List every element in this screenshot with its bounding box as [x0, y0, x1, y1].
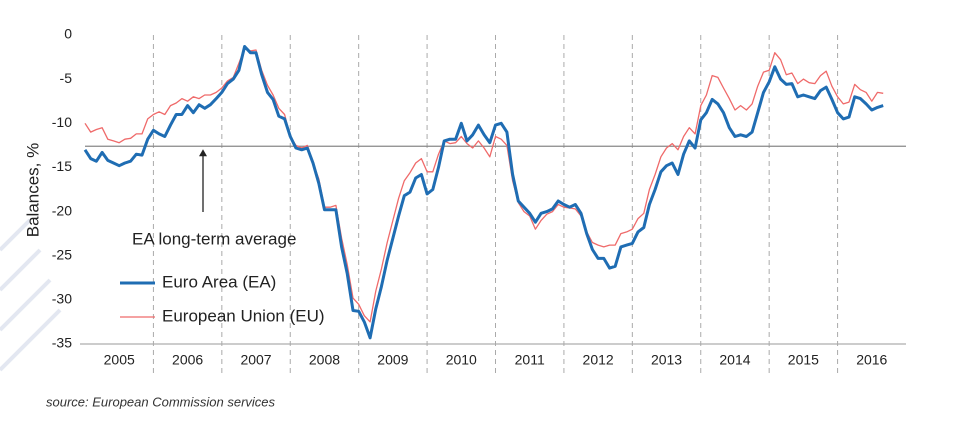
x-tick-label: 2009 [377, 352, 408, 368]
y-tick-label: -35 [52, 335, 72, 351]
x-tick-label: 2007 [240, 352, 271, 368]
series-line [83, 45, 884, 340]
x-tick-label: 2010 [446, 352, 477, 368]
x-tick-label: 2015 [788, 352, 819, 368]
y-tick-label: -25 [52, 246, 72, 262]
legend-label: Euro Area (EA) [162, 272, 276, 291]
x-tick-label: 2011 [515, 352, 545, 368]
y-tick-label: -10 [52, 114, 72, 130]
x-tick-label: 2005 [104, 352, 135, 368]
y-tick-label: -5 [60, 70, 73, 86]
x-tick-label: 2013 [651, 352, 682, 368]
decor [0, 218, 62, 372]
source: source: European Commission services [46, 394, 276, 409]
y-axis-label: Balances, % [23, 143, 42, 238]
x-tick-label: 2014 [719, 352, 750, 368]
series-line [84, 47, 884, 323]
x-tick-label: 2006 [172, 352, 203, 368]
x-tick-label: 2008 [309, 352, 340, 368]
y-tick-label: -20 [52, 202, 72, 218]
y-tick-label: -30 [52, 291, 72, 307]
legend-label: European Union (EU) [162, 306, 325, 325]
x-tick-label: 2016 [856, 352, 887, 368]
x-tick-label: 2012 [583, 352, 614, 368]
reference-arrowhead [199, 149, 207, 157]
y-tick-label: 0 [64, 26, 72, 42]
reference-label: EA long-term average [132, 229, 296, 248]
y-tick-label: -15 [52, 158, 72, 174]
